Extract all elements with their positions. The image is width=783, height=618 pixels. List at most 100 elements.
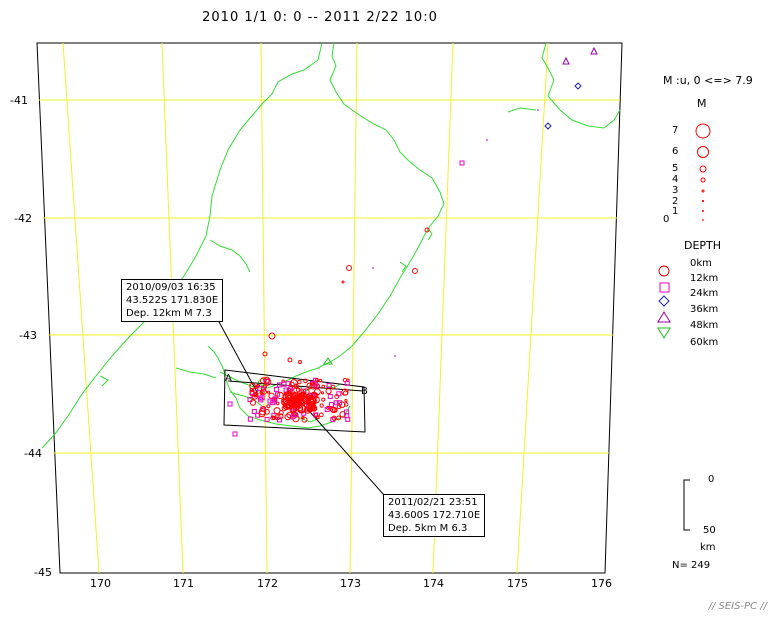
epicenter-marker <box>394 355 396 357</box>
epicenter-marker <box>336 415 342 421</box>
epicenter-marker <box>312 377 318 383</box>
lon-label-173: 173 <box>340 577 361 590</box>
epicenter-marker <box>281 381 287 387</box>
lat-label-43: -43 <box>19 329 37 342</box>
magnitude-label-1: 1 <box>672 206 679 217</box>
epicenter-marker <box>590 46 598 55</box>
callout-mainshock-depth-magnitude: Dep. 12km M 7.3 <box>126 308 212 319</box>
epicenter-marker <box>424 227 430 233</box>
epicenter-marker <box>266 404 271 409</box>
epicenter-marker <box>287 398 297 408</box>
callout-aftershock: 2011/02/21 23:51 43.600S 172.710E Dep. 5… <box>383 494 486 537</box>
magnitude-label-2: 2 <box>672 196 679 207</box>
depth-label-0: 0km <box>690 258 712 269</box>
lat-label-44: -44 <box>24 447 42 460</box>
depth-scale-top: 0 <box>708 474 715 485</box>
epicenter-marker <box>544 122 552 130</box>
epicenter-marker <box>562 56 570 65</box>
epicenter-marker <box>247 416 253 422</box>
epicenter-marker <box>330 384 336 390</box>
epicenter-marker <box>324 406 330 412</box>
epicenter-marker <box>287 357 293 363</box>
depth-scale-bottom: 50 <box>703 525 716 536</box>
epicenter-marker <box>257 395 263 401</box>
map-frame <box>36 42 623 574</box>
depth-label-36: 36km <box>690 304 719 315</box>
epicenter-marker <box>306 382 313 389</box>
callout-aftershock-depth-magnitude: Dep. 5km M 6.3 <box>388 523 468 534</box>
depth-scale-bar <box>683 479 690 531</box>
epicenter-marker <box>264 416 270 422</box>
epicenter-marker <box>278 410 284 416</box>
epicenter-marker <box>249 389 255 395</box>
epicenter-marker <box>249 388 254 392</box>
magnitude-label-5: 5 <box>672 163 679 174</box>
epicenter-markers <box>227 46 598 437</box>
magnitude-label-6: 6 <box>672 146 679 157</box>
lat-label-45: -45 <box>34 566 52 579</box>
epicenter-marker <box>327 393 333 399</box>
epicenter-marker <box>258 410 266 418</box>
coastline <box>41 42 621 449</box>
epicenter-marker <box>330 406 337 414</box>
lon-label-171: 171 <box>173 577 194 590</box>
epicenter-marker <box>307 402 316 412</box>
epicenter-marker <box>344 380 350 386</box>
depth-label-60: 60km <box>690 337 719 348</box>
callout-mainshock-date: 2010/09/03 16:35 <box>126 282 216 293</box>
depth-scale-unit: km <box>700 542 716 553</box>
magnitude-legend-symbols <box>695 123 711 221</box>
magnitude-label-0: 0 <box>663 214 670 225</box>
epicenter-marker <box>297 379 302 385</box>
callout-aftershock-date: 2011/02/21 23:51 <box>388 497 478 508</box>
epicenter-marker <box>459 160 465 166</box>
epicenter-marker <box>299 392 308 402</box>
epicenter-marker <box>309 382 317 390</box>
epicenter-marker <box>292 392 299 399</box>
epicenter-marker <box>313 412 319 418</box>
epicenter-marker <box>336 404 342 410</box>
depth-label-24: 24km <box>690 288 719 299</box>
epicenter-marker <box>346 265 352 271</box>
epicenter-marker <box>277 413 284 420</box>
lon-label-172: 172 <box>257 577 278 590</box>
epicenter-marker <box>282 392 292 401</box>
grid-lines <box>39 42 620 574</box>
epicenter-marker <box>260 388 268 395</box>
epicenter-marker <box>301 416 308 423</box>
section-label-b: B <box>361 386 368 397</box>
callout-mainshock-location: 43.522S 171.830E <box>126 295 219 306</box>
epicenter-marker <box>275 391 281 397</box>
callout-upper-leader <box>217 319 259 395</box>
epicenter-marker <box>232 431 238 437</box>
epicenter-marker <box>314 378 319 383</box>
epicenter-marker <box>274 414 281 421</box>
event-count: N= 249 <box>672 560 711 571</box>
epicenter-marker <box>328 402 334 408</box>
epicenter-marker <box>372 267 374 269</box>
epicenter-marker <box>297 404 307 414</box>
footer-credit: // SEIS-PC // <box>708 601 767 612</box>
epicenter-marker <box>276 382 282 388</box>
lon-label-175: 175 <box>507 577 528 590</box>
epicenter-marker <box>290 414 296 420</box>
epicenter-marker <box>273 386 279 392</box>
epicenter-marker <box>272 396 278 402</box>
epicenter-marker <box>262 384 268 389</box>
magnitude-label-3: 3 <box>672 185 679 196</box>
epicenter-marker <box>260 377 267 384</box>
epicenter-marker <box>315 415 320 420</box>
epicenter-marker <box>251 408 257 414</box>
epicenter-marker <box>310 391 318 399</box>
epicenter-marker <box>321 397 326 402</box>
epicenter-marker <box>263 376 271 384</box>
depth-label-12: 12km <box>690 273 719 284</box>
epicenter-marker <box>276 391 284 400</box>
epicenter-marker <box>331 415 337 421</box>
lat-label-42: -42 <box>14 212 32 225</box>
lon-label-174: 174 <box>423 577 444 590</box>
epicenter-marker <box>267 390 271 394</box>
epicenter-marker <box>323 357 333 365</box>
epicenter-marker <box>341 388 349 396</box>
